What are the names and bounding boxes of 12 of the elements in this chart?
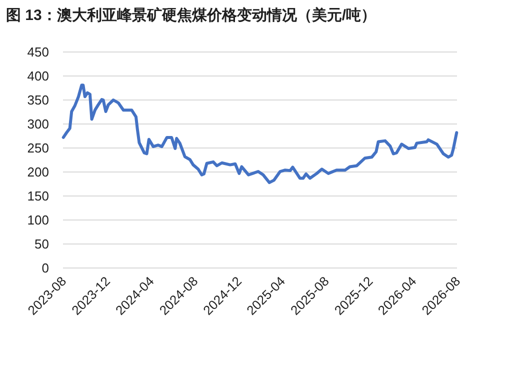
y-tick-label: 300 (27, 116, 49, 132)
y-tick-label: 50 (34, 236, 49, 252)
y-tick-label: 450 (27, 44, 49, 60)
line-series (62, 84, 458, 184)
chart-title: 图 13：澳大利亚峰景矿硬焦煤价格变动情况（美元/吨） (6, 6, 376, 24)
y-tick-label: 200 (27, 164, 49, 180)
y-tick-label: 400 (27, 68, 49, 84)
y-tick-label: 100 (27, 212, 49, 228)
y-tick-label: 0 (42, 260, 49, 276)
y-tick-label: 150 (27, 188, 49, 204)
y-tick-label: 350 (27, 92, 49, 108)
y-tick-label: 250 (27, 140, 49, 156)
